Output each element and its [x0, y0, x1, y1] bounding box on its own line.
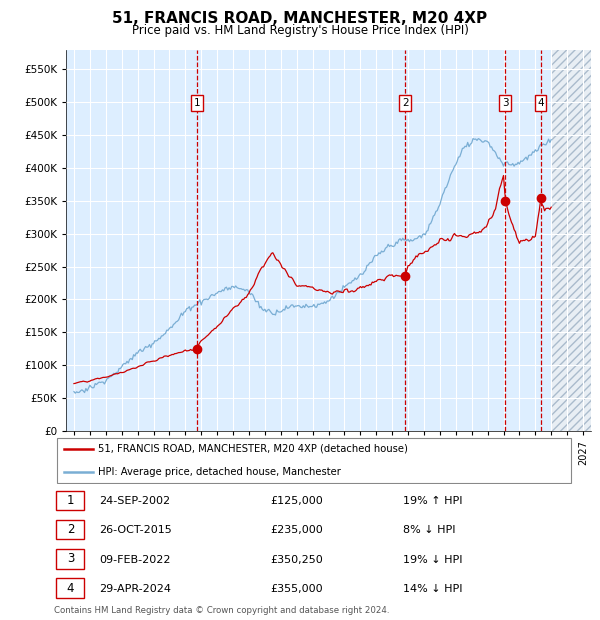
- Text: £355,000: £355,000: [270, 583, 323, 594]
- Text: £350,250: £350,250: [270, 554, 323, 565]
- Text: 24-SEP-2002: 24-SEP-2002: [99, 496, 170, 507]
- Text: 8% ↓ HPI: 8% ↓ HPI: [396, 525, 455, 536]
- Text: 14% ↓ HPI: 14% ↓ HPI: [396, 583, 463, 594]
- Bar: [56, 549, 84, 569]
- Text: Contains HM Land Registry data © Crown copyright and database right 2024.: Contains HM Land Registry data © Crown c…: [54, 606, 389, 616]
- Text: HPI: Average price, detached house, Manchester: HPI: Average price, detached house, Manc…: [98, 467, 341, 477]
- Text: 2: 2: [67, 523, 74, 536]
- Text: 26-OCT-2015: 26-OCT-2015: [99, 525, 172, 536]
- Text: 1: 1: [194, 98, 200, 108]
- Text: 4: 4: [67, 582, 74, 595]
- Text: 09-FEB-2022: 09-FEB-2022: [99, 554, 170, 565]
- Text: Price paid vs. HM Land Registry's House Price Index (HPI): Price paid vs. HM Land Registry's House …: [131, 24, 469, 37]
- Text: 1: 1: [67, 494, 74, 507]
- Bar: [56, 578, 84, 598]
- Text: 51, FRANCIS ROAD, MANCHESTER, M20 4XP (detached house): 51, FRANCIS ROAD, MANCHESTER, M20 4XP (d…: [98, 444, 408, 454]
- Text: 51, FRANCIS ROAD, MANCHESTER, M20 4XP: 51, FRANCIS ROAD, MANCHESTER, M20 4XP: [112, 11, 488, 26]
- Bar: [551, 50, 591, 431]
- Text: 3: 3: [67, 552, 74, 565]
- Text: 19% ↑ HPI: 19% ↑ HPI: [396, 496, 463, 507]
- Text: 4: 4: [537, 98, 544, 108]
- Bar: [56, 520, 84, 539]
- Text: 2: 2: [402, 98, 409, 108]
- Text: £125,000: £125,000: [270, 496, 323, 507]
- Text: £235,000: £235,000: [270, 525, 323, 536]
- Text: 29-APR-2024: 29-APR-2024: [99, 583, 171, 594]
- Bar: [56, 491, 84, 510]
- Text: 19% ↓ HPI: 19% ↓ HPI: [396, 554, 463, 565]
- Text: 3: 3: [502, 98, 509, 108]
